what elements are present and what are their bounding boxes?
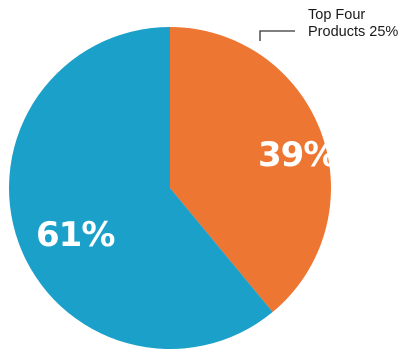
callout-line-2: Products 25% [308,24,398,40]
slice-label-blue: 61% [36,215,114,255]
pie-slices [9,27,332,349]
pie-slice-orange [170,27,332,313]
pie-slice-blue [9,27,273,349]
callout-line-1: Top Four [308,7,365,23]
callout-leader-line [259,30,295,41]
slice-label-orange: 39% [258,135,336,175]
